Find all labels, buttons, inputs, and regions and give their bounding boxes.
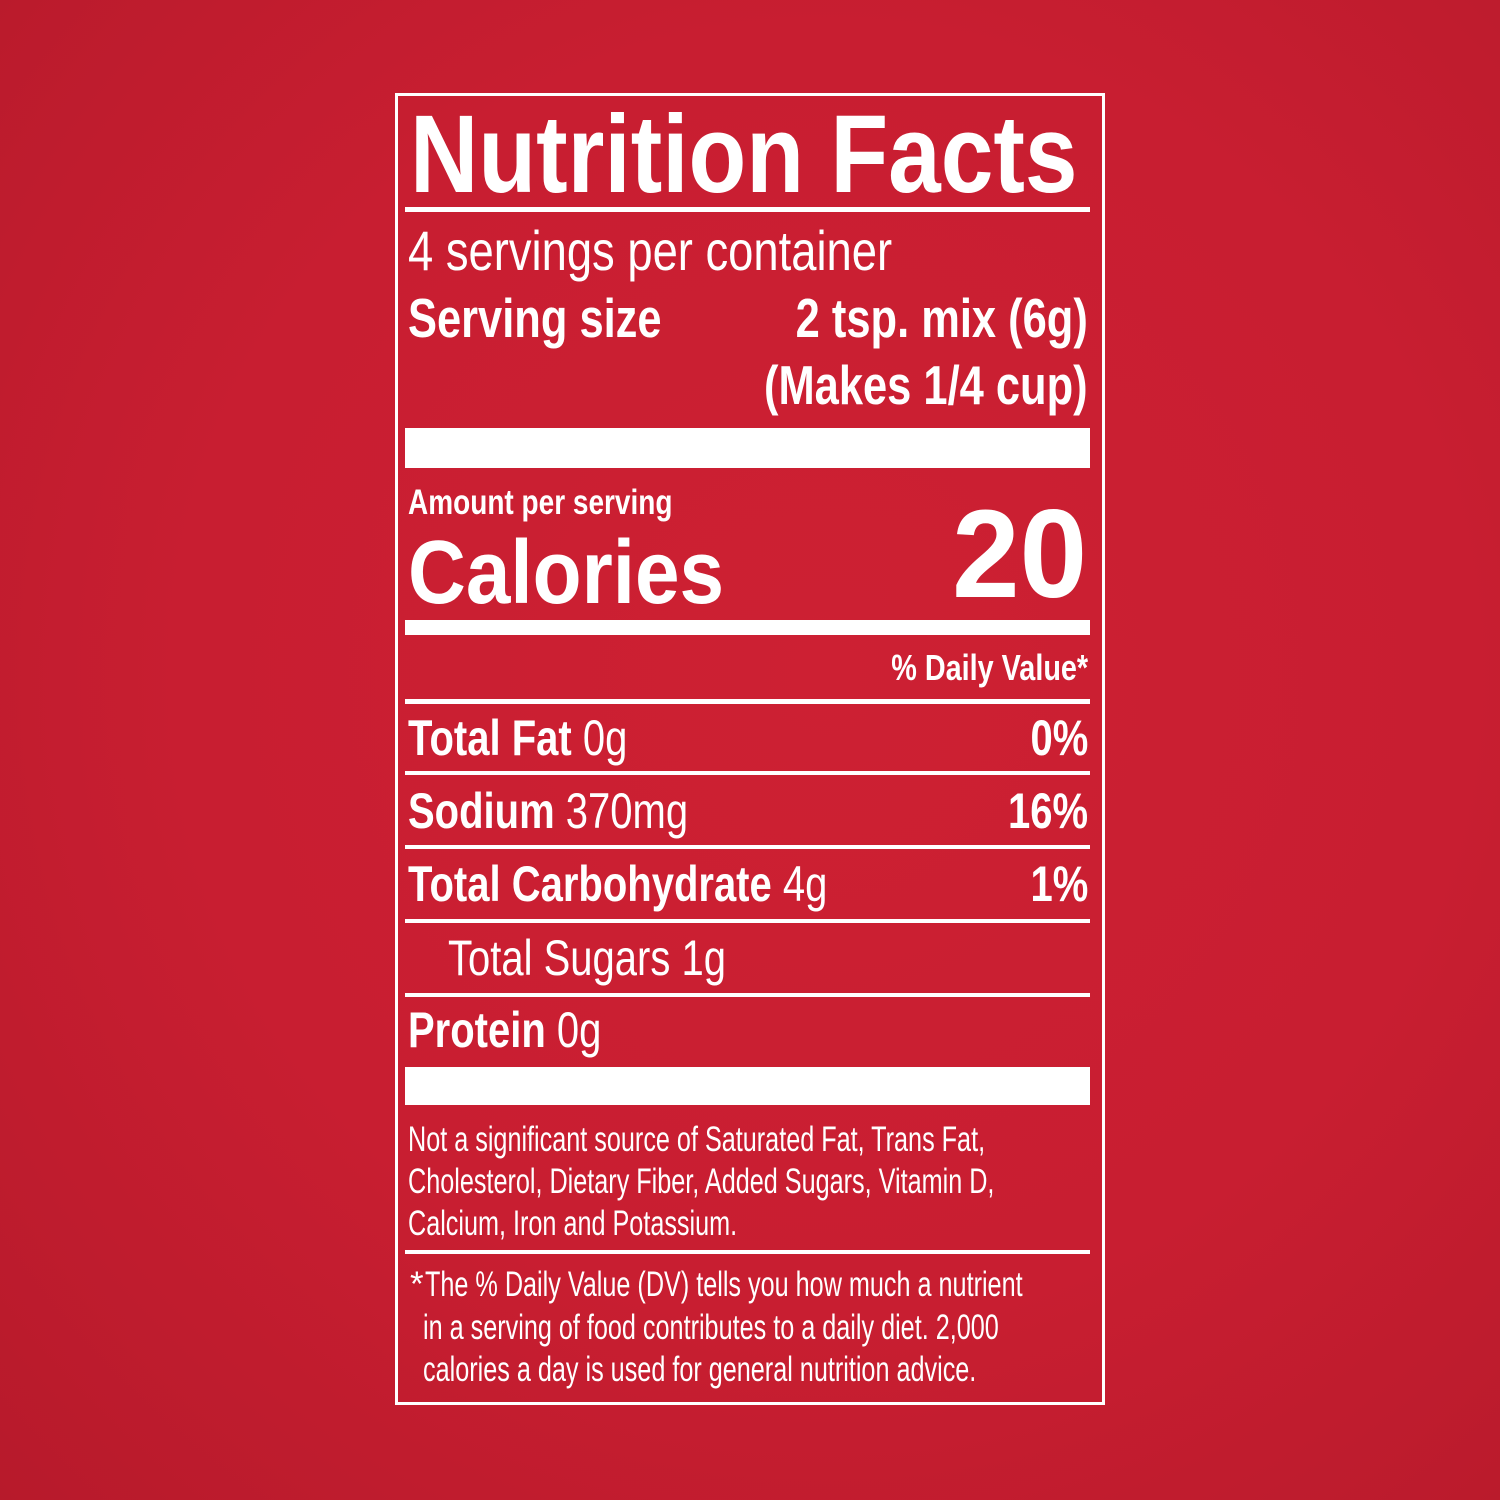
nutrient-row-total-sugars: Total Sugars 1g xyxy=(448,930,726,986)
nutrition-facts-label xyxy=(395,93,1105,1405)
divider xyxy=(405,699,1090,704)
not-significant-line: Calcium, Iron and Potassium. xyxy=(408,1204,738,1243)
footnote-line: calories a day is used for general nutri… xyxy=(423,1350,977,1389)
divider xyxy=(405,993,1090,997)
footnote-star: * xyxy=(410,1265,424,1304)
serving-size-note: (Makes 1/4 cup) xyxy=(764,354,1088,416)
thick-divider xyxy=(405,428,1090,468)
nutrient-dv: 0% xyxy=(1030,710,1088,766)
nutrient-name: Total Fat xyxy=(408,710,572,766)
nutrient-name: Total Carbohydrate xyxy=(408,856,772,912)
nutrient-row-sodium: Sodium 370mg xyxy=(408,786,688,836)
nutrient-row-protein: Protein 0g xyxy=(408,1005,601,1055)
daily-value-header: % Daily Value* xyxy=(891,647,1088,688)
nutrient-amount: 370mg xyxy=(565,783,689,839)
nutrient-row-total-fat: Total Fat 0g xyxy=(408,713,627,763)
divider xyxy=(405,919,1090,923)
divider xyxy=(405,207,1090,212)
nutrient-dv: 16% xyxy=(1007,783,1088,839)
serving-size-value: 2 tsp. mix (6g) xyxy=(795,287,1088,349)
divider xyxy=(405,771,1090,775)
nutrient-amount: 0g xyxy=(582,710,628,766)
nutrient-row-total-carbohydrate: Total Carbohydrate 4g xyxy=(408,859,827,909)
nutrient-name: Sodium xyxy=(408,783,555,839)
calories-value: 20 xyxy=(952,485,1087,624)
medium-divider xyxy=(405,620,1090,635)
divider xyxy=(405,845,1090,849)
not-significant-line: Not a significant source of Saturated Fa… xyxy=(408,1120,986,1159)
footnote-line: The % Daily Value (DV) tells you how muc… xyxy=(425,1265,1023,1304)
nutrient-amount: 4g xyxy=(782,856,828,912)
servings-per-container: 4 servings per container xyxy=(408,219,893,282)
nutrient-amount: 0g xyxy=(556,1002,602,1058)
footnote-line: in a serving of food contributes to a da… xyxy=(423,1308,999,1347)
label-title: Nutrition Facts xyxy=(410,93,1078,216)
nutrient-name: Protein xyxy=(408,1002,546,1058)
thick-divider xyxy=(405,1067,1090,1105)
calories-label: Calories xyxy=(408,523,725,623)
nutrient-dv: 1% xyxy=(1030,856,1088,912)
not-significant-line: Cholesterol, Dietary Fiber, Added Sugars… xyxy=(408,1162,995,1201)
divider xyxy=(405,1250,1090,1254)
serving-size-label: Serving size xyxy=(408,287,662,349)
amount-per-serving: Amount per serving xyxy=(408,483,673,522)
